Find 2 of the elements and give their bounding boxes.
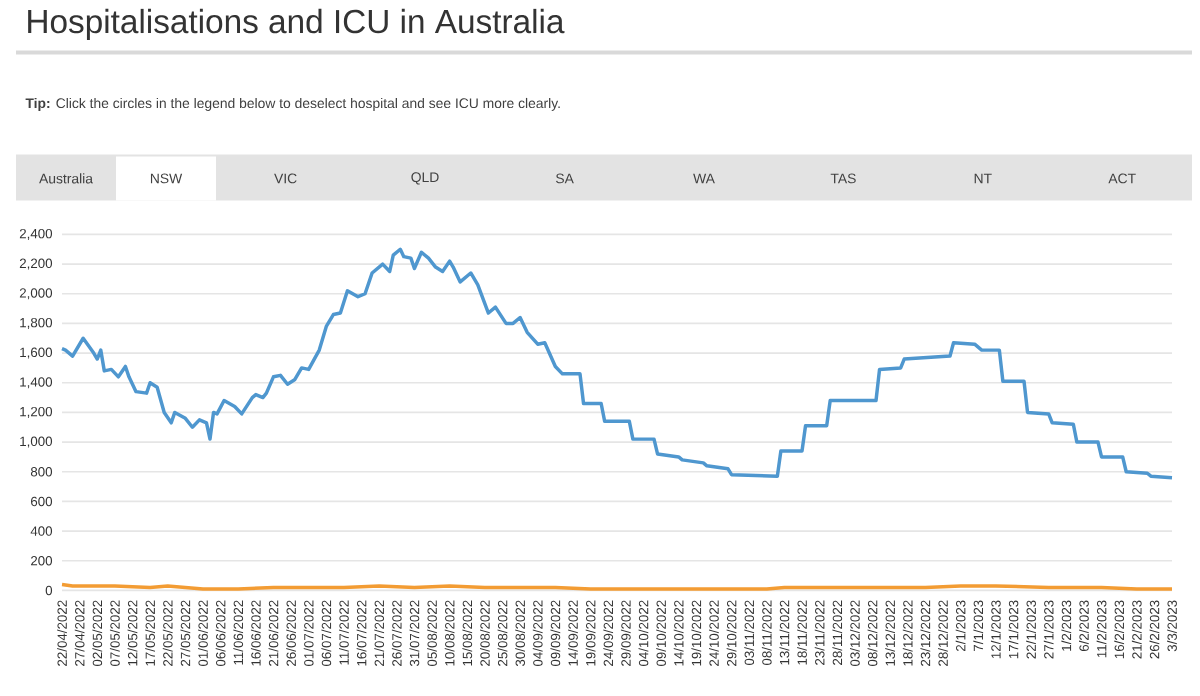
line-series xyxy=(60,247,1174,480)
chart-title: Hospitalisations and ICU in Australia xyxy=(28,8,565,40)
